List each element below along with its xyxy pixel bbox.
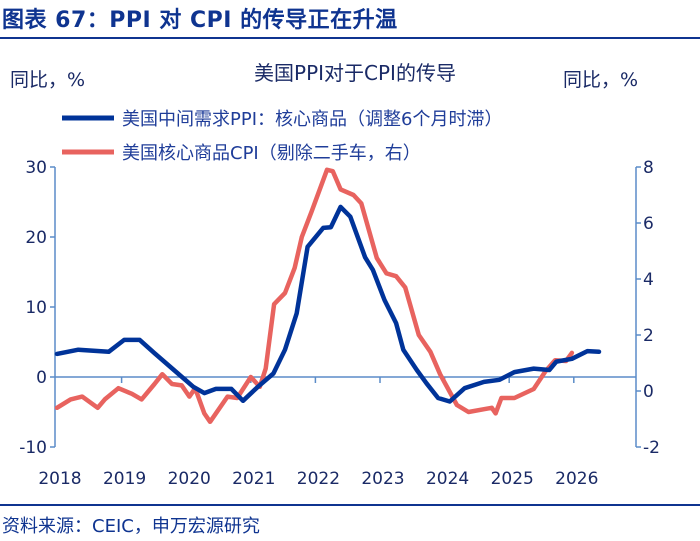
x-tick-label: 2019 <box>103 469 146 489</box>
right-axis-label: 同比，% <box>563 69 638 91</box>
x-tick-label: 2023 <box>361 469 404 489</box>
series-line-ppi <box>54 204 602 404</box>
figure-title: 图表 67：PPI 对 CPI 的传导正在升温 <box>2 8 398 33</box>
left-tick-label: 20 <box>25 228 47 248</box>
left-axis-label: 同比，% <box>10 69 85 91</box>
x-tick-label: 2022 <box>297 469 340 489</box>
right-tick-label: 0 <box>643 382 654 402</box>
left-tick-label: -10 <box>19 438 47 458</box>
left-tick-label: 10 <box>25 298 47 318</box>
x-tick-label: 2026 <box>555 469 598 489</box>
series-line-cpi <box>54 167 575 425</box>
right-tick-label: 8 <box>643 158 654 178</box>
x-tick-label: 2025 <box>491 469 534 489</box>
right-tick-label: -2 <box>643 438 660 458</box>
right-tick-label: 6 <box>643 214 654 234</box>
chart-title: 美国PPI对于CPI的传导 <box>254 61 456 85</box>
x-tick-label: 2021 <box>232 469 275 489</box>
left-tick-label: 30 <box>25 158 47 178</box>
footer-divider <box>0 504 700 506</box>
legend-label-ppi: 美国中间需求PPI：核心商品（调整6个月时滞） <box>122 109 502 130</box>
x-tick-label: 2024 <box>426 469 469 489</box>
legend-label-cpi: 美国核心商品CPI（剔除二手车，右） <box>122 143 421 164</box>
left-tick-label: 0 <box>36 368 47 388</box>
source-note: 资料来源：CEIC，申万宏源研究 <box>2 516 260 537</box>
x-tick-label: 2020 <box>168 469 211 489</box>
x-tick-label: 2018 <box>38 469 81 489</box>
right-tick-label: 2 <box>643 326 654 346</box>
right-tick-label: 4 <box>643 270 654 290</box>
header-divider <box>0 37 700 39</box>
